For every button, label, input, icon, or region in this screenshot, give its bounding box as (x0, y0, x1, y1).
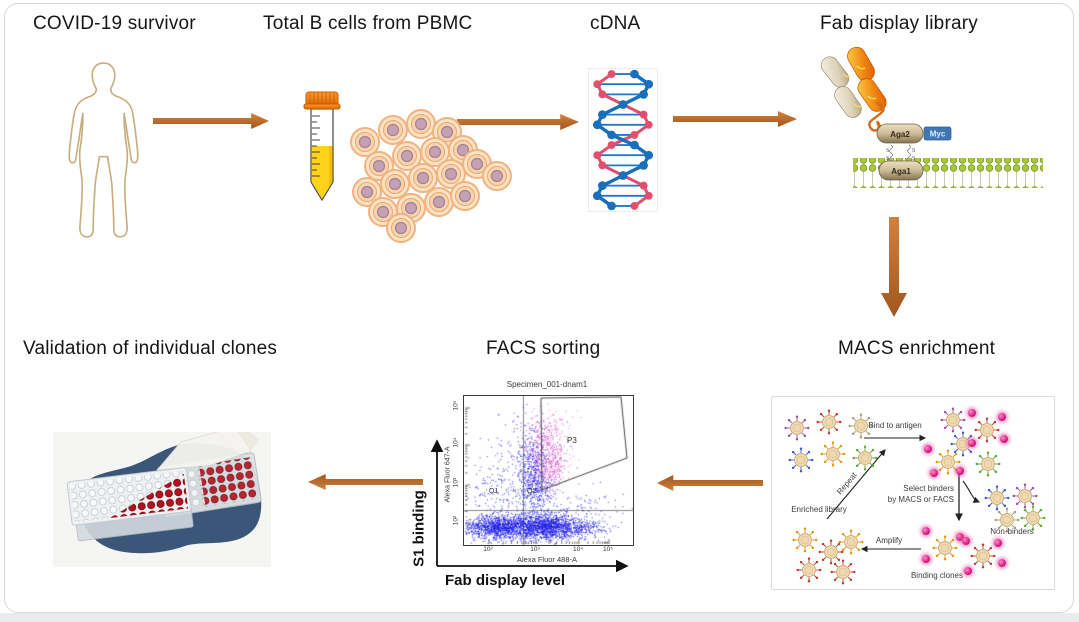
facs-x-outer-label: Fab display level (445, 572, 566, 589)
facs-x-tick: 10² (483, 546, 493, 553)
step-title-fab-library: Fab display library (820, 13, 978, 34)
yeast-cell (788, 447, 814, 473)
step-title-cdna: cDNA (590, 13, 641, 34)
macs-enriched-label: Enriched library (791, 505, 847, 514)
macs-select-label-1: Select binders (903, 484, 954, 493)
facs-outer-axes (430, 439, 629, 573)
yeast-cell (838, 529, 864, 555)
yeast-cell (975, 451, 1001, 477)
yeast-cell (830, 559, 856, 585)
macs-panel: Bind to antigen Select binders by MACS o… (771, 396, 1055, 590)
facs-y-tick: 10⁵ (452, 400, 460, 411)
antigen-dot (998, 559, 1006, 567)
page-bottom-strip (0, 613, 1079, 622)
facs-y-outer-label: S1 binding (410, 490, 428, 567)
macs-arrows (826, 434, 981, 553)
antigen-dot (998, 413, 1006, 421)
antigen-dot (922, 555, 930, 563)
flow-arrow-macs-to-facs (657, 475, 763, 491)
antigen-dot (1000, 435, 1008, 443)
antigen-dot (956, 467, 964, 475)
yeast-cell (940, 407, 966, 433)
macs-amplify-label: Amplify (875, 536, 903, 545)
facs-scatter-canvas (463, 395, 634, 546)
gate-label-q2: Q2 (527, 488, 537, 495)
antigen-dot (930, 469, 938, 477)
yeast-cell (784, 415, 810, 441)
macs-bind-label: Bind to antigen (868, 421, 922, 430)
aga2-capsule (876, 123, 924, 144)
fab-display-diagram: Aga2 Myc S S S S Aga1 (820, 46, 1043, 188)
antigen-dot (964, 567, 972, 575)
linker-squiggle (868, 109, 885, 132)
aga1-capsule (878, 160, 924, 181)
macs-binding-clones-label: Binding clones (910, 571, 964, 580)
aga2-label: Aga2 (890, 130, 910, 139)
gate-label-p3: P3 (567, 436, 577, 445)
gate-label-q1: Q1 (489, 488, 499, 495)
step-title-validation: Validation of individual clones (23, 338, 278, 359)
validation-plates-photo (53, 432, 271, 567)
human-silhouette (68, 62, 139, 238)
macs-non-binders-label: Non-binders (990, 527, 1034, 536)
step-title-facs: FACS sorting (486, 338, 601, 359)
falcon-tube (303, 91, 341, 202)
antigen-dot (968, 439, 976, 447)
yeast-cell-bound (932, 535, 958, 561)
yeast-cell (816, 409, 842, 435)
yeast-cell-bound (970, 543, 996, 569)
flow-arrow-survivor-to-bcells (153, 113, 269, 129)
svg-text:S: S (912, 156, 915, 162)
macs-select-label-2: by MACS or FACS (887, 495, 954, 504)
myc-label: Myc (930, 130, 946, 139)
yeast-cell (820, 441, 846, 467)
step-title-covid-survivor: COVID-19 survivor (33, 13, 196, 34)
facs-x-tick: 10⁵ (603, 546, 613, 553)
disulfide-bonds: S S S S (886, 144, 915, 162)
yeast-cell (796, 557, 822, 583)
plate-front (66, 467, 194, 542)
svg-text:S: S (886, 148, 889, 154)
yeast-cell (792, 527, 818, 553)
step-title-b-cells: Total B cells from PBMC (263, 13, 473, 34)
antigen-dot (922, 527, 930, 535)
antigen-dot (962, 537, 970, 545)
facs-x-tick: 10⁴ (572, 546, 584, 553)
antigen-dot (994, 539, 1002, 547)
antigen-dot (968, 409, 976, 417)
antigen-dot (956, 533, 964, 541)
facs-x-axis-label: Alexa Fluor 488-A (516, 555, 578, 564)
facs-plot-title: Specimen_001-dnam1 (506, 380, 588, 389)
svg-text:S: S (912, 148, 915, 154)
b-cell-cluster (350, 109, 512, 243)
facs-x-tick: 10³ (530, 546, 540, 553)
yeast-cell-bound (974, 417, 1000, 443)
step-title-macs: MACS enrichment (838, 338, 996, 359)
antigen-dot (924, 445, 932, 453)
svg-text:S: S (886, 156, 889, 162)
fab-fragment (820, 46, 887, 118)
workflow-figure: COVID-19 survivor Total B cells from PBM… (4, 3, 1074, 613)
flow-arrow-fab-to-macs (881, 217, 907, 317)
flow-arrow-cdna-to-fab (673, 111, 797, 127)
myc-tag (923, 126, 952, 141)
yeast-cell (852, 445, 878, 471)
aga1-label: Aga1 (891, 167, 911, 176)
cdna-helix (588, 68, 658, 212)
facs-plot: Specimen_001-dnam1 P3 Q1 Q2 Alexa Fluor … (405, 376, 650, 611)
